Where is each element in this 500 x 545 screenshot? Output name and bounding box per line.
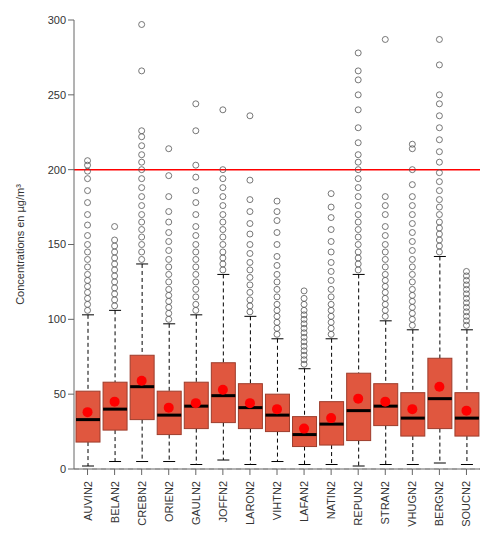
svg-text:ORIEN2: ORIEN2 [163,481,175,522]
svg-text:200: 200 [48,164,66,176]
svg-text:NATIN2: NATIN2 [325,481,337,519]
svg-text:0: 0 [60,463,66,475]
svg-text:LARON2: LARON2 [244,481,256,525]
svg-text:Concentrations en µg/m³: Concentrations en µg/m³ [14,184,26,305]
svg-text:300: 300 [48,14,66,26]
svg-text:BELAN2: BELAN2 [109,481,121,523]
svg-text:250: 250 [48,89,66,101]
svg-text:STRAN2: STRAN2 [379,481,391,524]
svg-text:GAULN2: GAULN2 [190,481,202,525]
svg-text:AUVIN2: AUVIN2 [82,481,94,521]
svg-text:JOFFN2: JOFFN2 [217,481,229,523]
svg-text:50: 50 [54,388,66,400]
svg-text:150: 150 [48,238,66,250]
svg-text:VIHTN2: VIHTN2 [271,481,283,520]
svg-text:SOUCN2: SOUCN2 [460,481,472,527]
svg-text:100: 100 [48,313,66,325]
svg-text:VHUGN2: VHUGN2 [406,481,418,527]
svg-text:LAFAN2: LAFAN2 [298,481,310,522]
svg-text:CREBN2: CREBN2 [136,481,148,526]
svg-text:BERGN2: BERGN2 [433,481,445,526]
svg-text:REPUN2: REPUN2 [352,481,364,526]
